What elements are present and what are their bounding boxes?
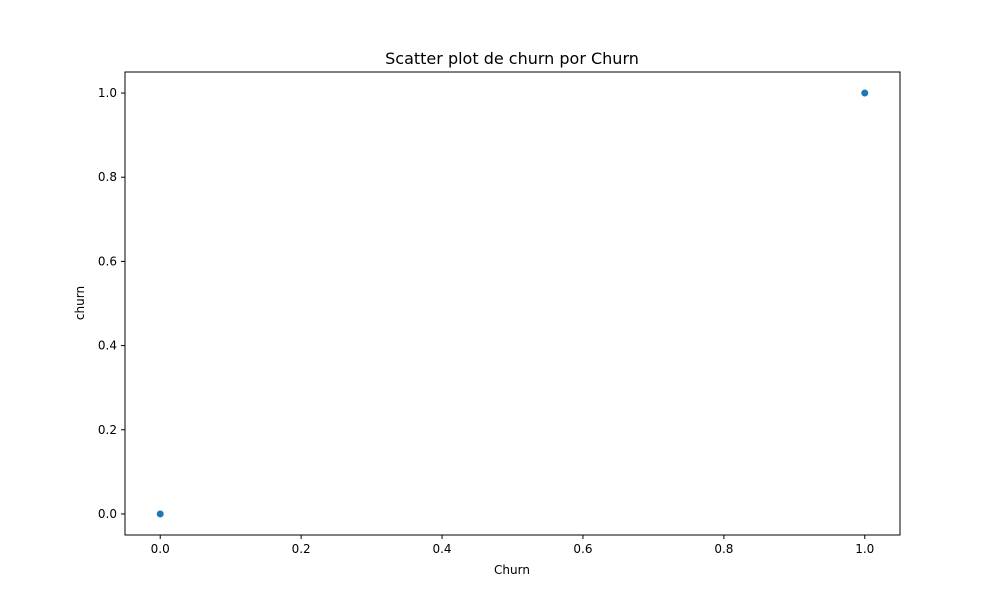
scatter-point [156, 510, 164, 518]
y-tick-label: 0.4 [98, 339, 117, 353]
y-tick-label: 0.6 [98, 254, 117, 268]
chart-title: Scatter plot de churn por Churn [385, 49, 639, 68]
scatter-point [861, 89, 869, 97]
y-axis-ticks: 0.0 0.2 0.4 0.6 0.8 1.0 [98, 86, 125, 521]
plot-frame [124, 71, 901, 536]
y-axis-label: churn [73, 286, 87, 320]
x-tick-label: 0.4 [432, 542, 451, 556]
x-tick-label: 0.2 [292, 542, 311, 556]
plot-area [124, 71, 901, 536]
y-tick-label: 0.2 [98, 423, 117, 437]
y-tick-label: 1.0 [98, 86, 117, 100]
scatter-points [156, 89, 869, 518]
y-tick-label: 0.0 [98, 507, 117, 521]
y-tick-label: 0.8 [98, 170, 117, 184]
x-tick-label: 0.0 [151, 542, 170, 556]
x-axis-ticks: 0.0 0.2 0.4 0.6 0.8 1.0 [151, 535, 874, 556]
x-tick-label: 0.6 [573, 542, 592, 556]
x-axis-label: Churn [494, 563, 530, 577]
x-tick-label: 0.8 [714, 542, 733, 556]
x-tick-label: 1.0 [855, 542, 874, 556]
